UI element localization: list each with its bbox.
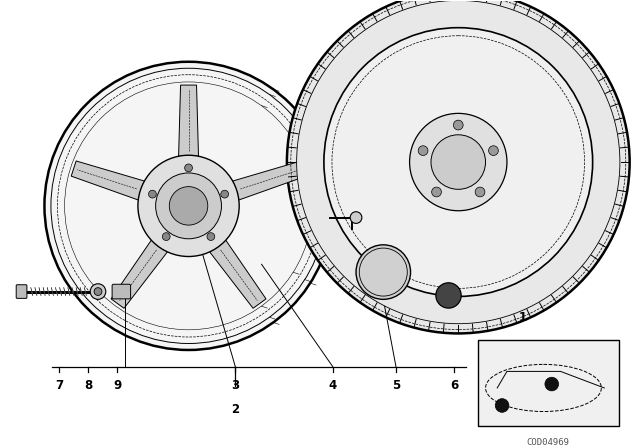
Polygon shape: [374, 190, 435, 255]
FancyBboxPatch shape: [16, 285, 27, 298]
Text: 4: 4: [328, 379, 337, 392]
Circle shape: [148, 190, 156, 198]
Text: 3: 3: [231, 379, 239, 392]
Circle shape: [324, 28, 593, 297]
Wedge shape: [176, 193, 189, 206]
Circle shape: [156, 173, 221, 239]
Polygon shape: [501, 129, 575, 161]
Circle shape: [453, 120, 463, 130]
Wedge shape: [383, 256, 399, 272]
Circle shape: [163, 233, 170, 241]
Polygon shape: [179, 85, 198, 156]
Circle shape: [495, 399, 509, 412]
Wedge shape: [458, 142, 477, 162]
Circle shape: [90, 284, 106, 299]
Polygon shape: [347, 108, 420, 152]
Text: 1: 1: [518, 311, 527, 324]
Circle shape: [185, 164, 193, 172]
Wedge shape: [439, 162, 458, 181]
Circle shape: [545, 377, 559, 391]
Wedge shape: [440, 287, 449, 295]
Circle shape: [475, 187, 485, 197]
Circle shape: [170, 187, 208, 225]
Circle shape: [488, 146, 499, 155]
Text: 10: 10: [330, 194, 346, 207]
Polygon shape: [111, 240, 168, 308]
Wedge shape: [449, 287, 458, 295]
Text: 6: 6: [451, 379, 458, 392]
Circle shape: [296, 0, 620, 324]
Circle shape: [356, 245, 410, 299]
Text: 2: 2: [231, 403, 239, 416]
Text: 7: 7: [55, 379, 63, 392]
Circle shape: [287, 0, 630, 333]
Wedge shape: [440, 295, 449, 304]
Text: 5: 5: [392, 379, 400, 392]
Circle shape: [431, 187, 442, 197]
Text: 8: 8: [84, 379, 92, 392]
Wedge shape: [439, 142, 458, 162]
Bar: [477, 340, 619, 426]
Text: COD04969: COD04969: [527, 438, 570, 447]
Polygon shape: [233, 161, 306, 200]
Wedge shape: [189, 193, 201, 206]
Wedge shape: [458, 162, 477, 181]
FancyBboxPatch shape: [112, 284, 131, 299]
Circle shape: [138, 155, 239, 257]
Text: 9: 9: [113, 379, 122, 392]
Circle shape: [221, 190, 228, 198]
Wedge shape: [176, 206, 189, 219]
Circle shape: [431, 135, 486, 190]
Circle shape: [418, 146, 428, 155]
Polygon shape: [474, 197, 524, 268]
Wedge shape: [449, 295, 458, 304]
Polygon shape: [210, 240, 266, 308]
Polygon shape: [454, 44, 478, 117]
Circle shape: [350, 212, 362, 224]
Polygon shape: [71, 161, 145, 200]
Circle shape: [44, 62, 333, 350]
Wedge shape: [383, 272, 399, 289]
Wedge shape: [367, 256, 383, 272]
Wedge shape: [367, 272, 383, 289]
Circle shape: [436, 283, 461, 308]
Circle shape: [207, 233, 215, 241]
Circle shape: [94, 288, 102, 295]
Wedge shape: [189, 206, 201, 219]
Circle shape: [410, 113, 507, 211]
